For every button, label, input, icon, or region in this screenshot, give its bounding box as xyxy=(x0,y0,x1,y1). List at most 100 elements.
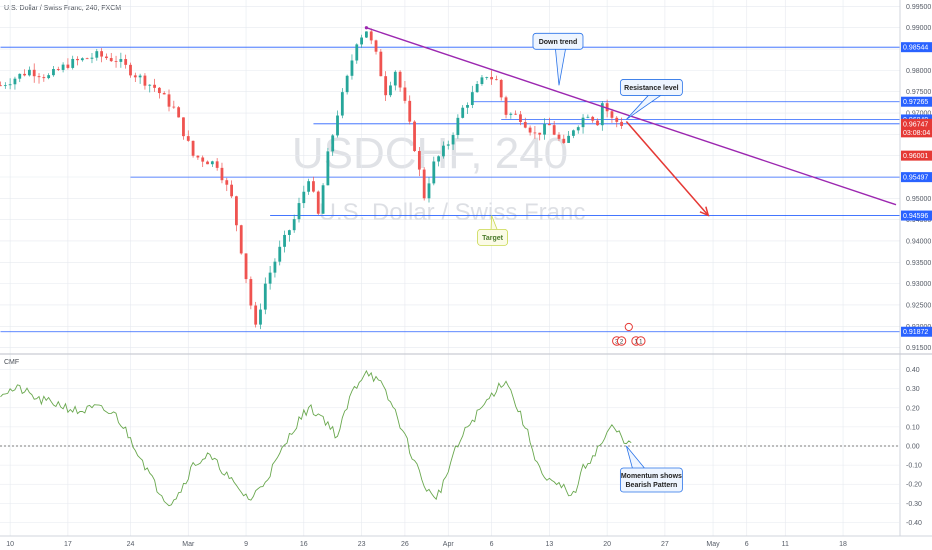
callout-resistance-level[interactable]: Resistance level xyxy=(619,79,683,120)
candle-body xyxy=(336,115,339,136)
candle-body xyxy=(572,130,575,136)
price-tick-label: 0.99000 xyxy=(906,25,931,32)
cmf-tick-label: -0.30 xyxy=(906,501,922,508)
candle-body xyxy=(355,44,359,61)
candle-body xyxy=(273,261,277,273)
candle-body xyxy=(547,124,551,126)
candle-body xyxy=(499,79,503,98)
target-arrow-head[interactable] xyxy=(699,206,710,217)
candle-body xyxy=(201,157,205,162)
event-flag-icon[interactable] xyxy=(636,336,646,346)
candle-body xyxy=(494,79,498,81)
candle-body xyxy=(8,84,12,86)
callout-down-trend[interactable]: Down trend xyxy=(532,32,584,86)
time-axis[interactable]: 10 17 24 Mar 9 16 23 26 Apr 6 13 20 27 May 6 11 18 xyxy=(6,541,847,548)
price-badge-label: 0.91872 xyxy=(903,329,928,336)
candle-body xyxy=(85,58,89,60)
cmf-tick-label: -0.20 xyxy=(906,482,922,489)
target-arrow-line[interactable] xyxy=(625,121,709,216)
candle-body xyxy=(138,75,142,78)
event-marker-icon[interactable] xyxy=(624,322,633,332)
candle-body xyxy=(52,69,55,76)
candle-body xyxy=(321,185,325,214)
candle-body xyxy=(340,92,344,116)
candle-body xyxy=(0,85,2,87)
candle-body xyxy=(287,230,291,235)
candle-body xyxy=(432,161,436,184)
candle-body xyxy=(225,180,229,185)
candle-body xyxy=(456,117,460,136)
callout-pointer xyxy=(555,49,566,86)
candle-body xyxy=(326,151,330,186)
callout-text: Target xyxy=(482,235,504,242)
candle-body xyxy=(427,183,431,199)
callout-box[interactable] xyxy=(532,32,584,50)
trendline-handle[interactable] xyxy=(364,26,369,30)
candle-body xyxy=(384,76,388,96)
candle-body xyxy=(90,57,94,59)
price-badge-label: 03:08:04 xyxy=(903,130,930,137)
callout-target[interactable]: Target xyxy=(477,215,508,246)
callout-box[interactable] xyxy=(619,79,683,96)
callout-momentum[interactable]: Momentum shows Bearish Pattern xyxy=(619,445,683,493)
chart-title: U.S. Dollar / Swiss Franc, 240, FXCM xyxy=(4,5,121,12)
event-flag-icon[interactable] xyxy=(616,336,627,346)
callout-pointer xyxy=(626,95,661,120)
candle-body xyxy=(475,84,479,93)
candle-body xyxy=(18,73,22,79)
candle-body xyxy=(95,51,99,58)
candle-body xyxy=(114,61,118,62)
price-badge xyxy=(901,42,932,53)
price-tick-label: 0.94000 xyxy=(906,238,931,245)
price-badge xyxy=(901,210,932,221)
price-tick-label: 0.98000 xyxy=(906,68,931,75)
price-badge-label: 0.98544 xyxy=(903,45,928,52)
candle-body xyxy=(124,59,128,65)
candle-body xyxy=(249,279,253,306)
candle-body xyxy=(37,76,41,78)
candle-body xyxy=(480,77,484,85)
candle-body xyxy=(379,51,383,77)
callout-box[interactable] xyxy=(619,467,683,493)
callout-pointer xyxy=(490,215,498,230)
cmf-tick-label: -0.40 xyxy=(906,520,922,527)
candle-body xyxy=(350,60,354,76)
price-badge xyxy=(901,127,932,138)
callout-box[interactable] xyxy=(477,228,508,246)
watermark-symbol: USDCHF, 240 xyxy=(292,129,568,178)
candle-body xyxy=(389,85,392,96)
candle-body xyxy=(576,127,580,131)
callouts[interactable]: Down trend Resistance level Target xyxy=(477,32,683,246)
time-tick-label: 11 xyxy=(782,541,789,548)
candle-body xyxy=(403,87,407,101)
cmf-tick-label: 0.10 xyxy=(906,424,920,431)
candle-body xyxy=(109,58,113,62)
event-flag-label: 1 xyxy=(639,339,643,345)
candle-body xyxy=(538,132,542,135)
candle-body xyxy=(312,181,315,192)
candle-body xyxy=(13,78,17,85)
candle-body xyxy=(133,75,137,78)
candle-body xyxy=(182,117,185,137)
target-arrow-layer[interactable] xyxy=(625,121,710,217)
candle-body xyxy=(244,253,248,280)
cmf-tick-label: 0.00 xyxy=(906,444,920,451)
cmf-tick-label: -0.10 xyxy=(906,463,922,470)
horizontal-levels[interactable] xyxy=(0,46,901,333)
candle-body xyxy=(620,121,623,126)
candle-body xyxy=(528,127,532,133)
candle-body xyxy=(581,117,585,128)
candle-body xyxy=(360,37,363,45)
price-badge-label: 0.94596 xyxy=(903,213,928,220)
price-tick-label: 0.92500 xyxy=(906,302,931,309)
candle-body xyxy=(316,191,320,214)
price-tick-label: 0.97000 xyxy=(906,111,931,118)
time-tick-label: 16 xyxy=(300,541,308,548)
candle-body xyxy=(504,97,508,115)
candle-body xyxy=(422,169,426,199)
candle-body xyxy=(345,75,349,93)
candle-body xyxy=(71,58,75,68)
candle-body xyxy=(562,138,566,143)
time-tick-label: May xyxy=(706,541,720,548)
